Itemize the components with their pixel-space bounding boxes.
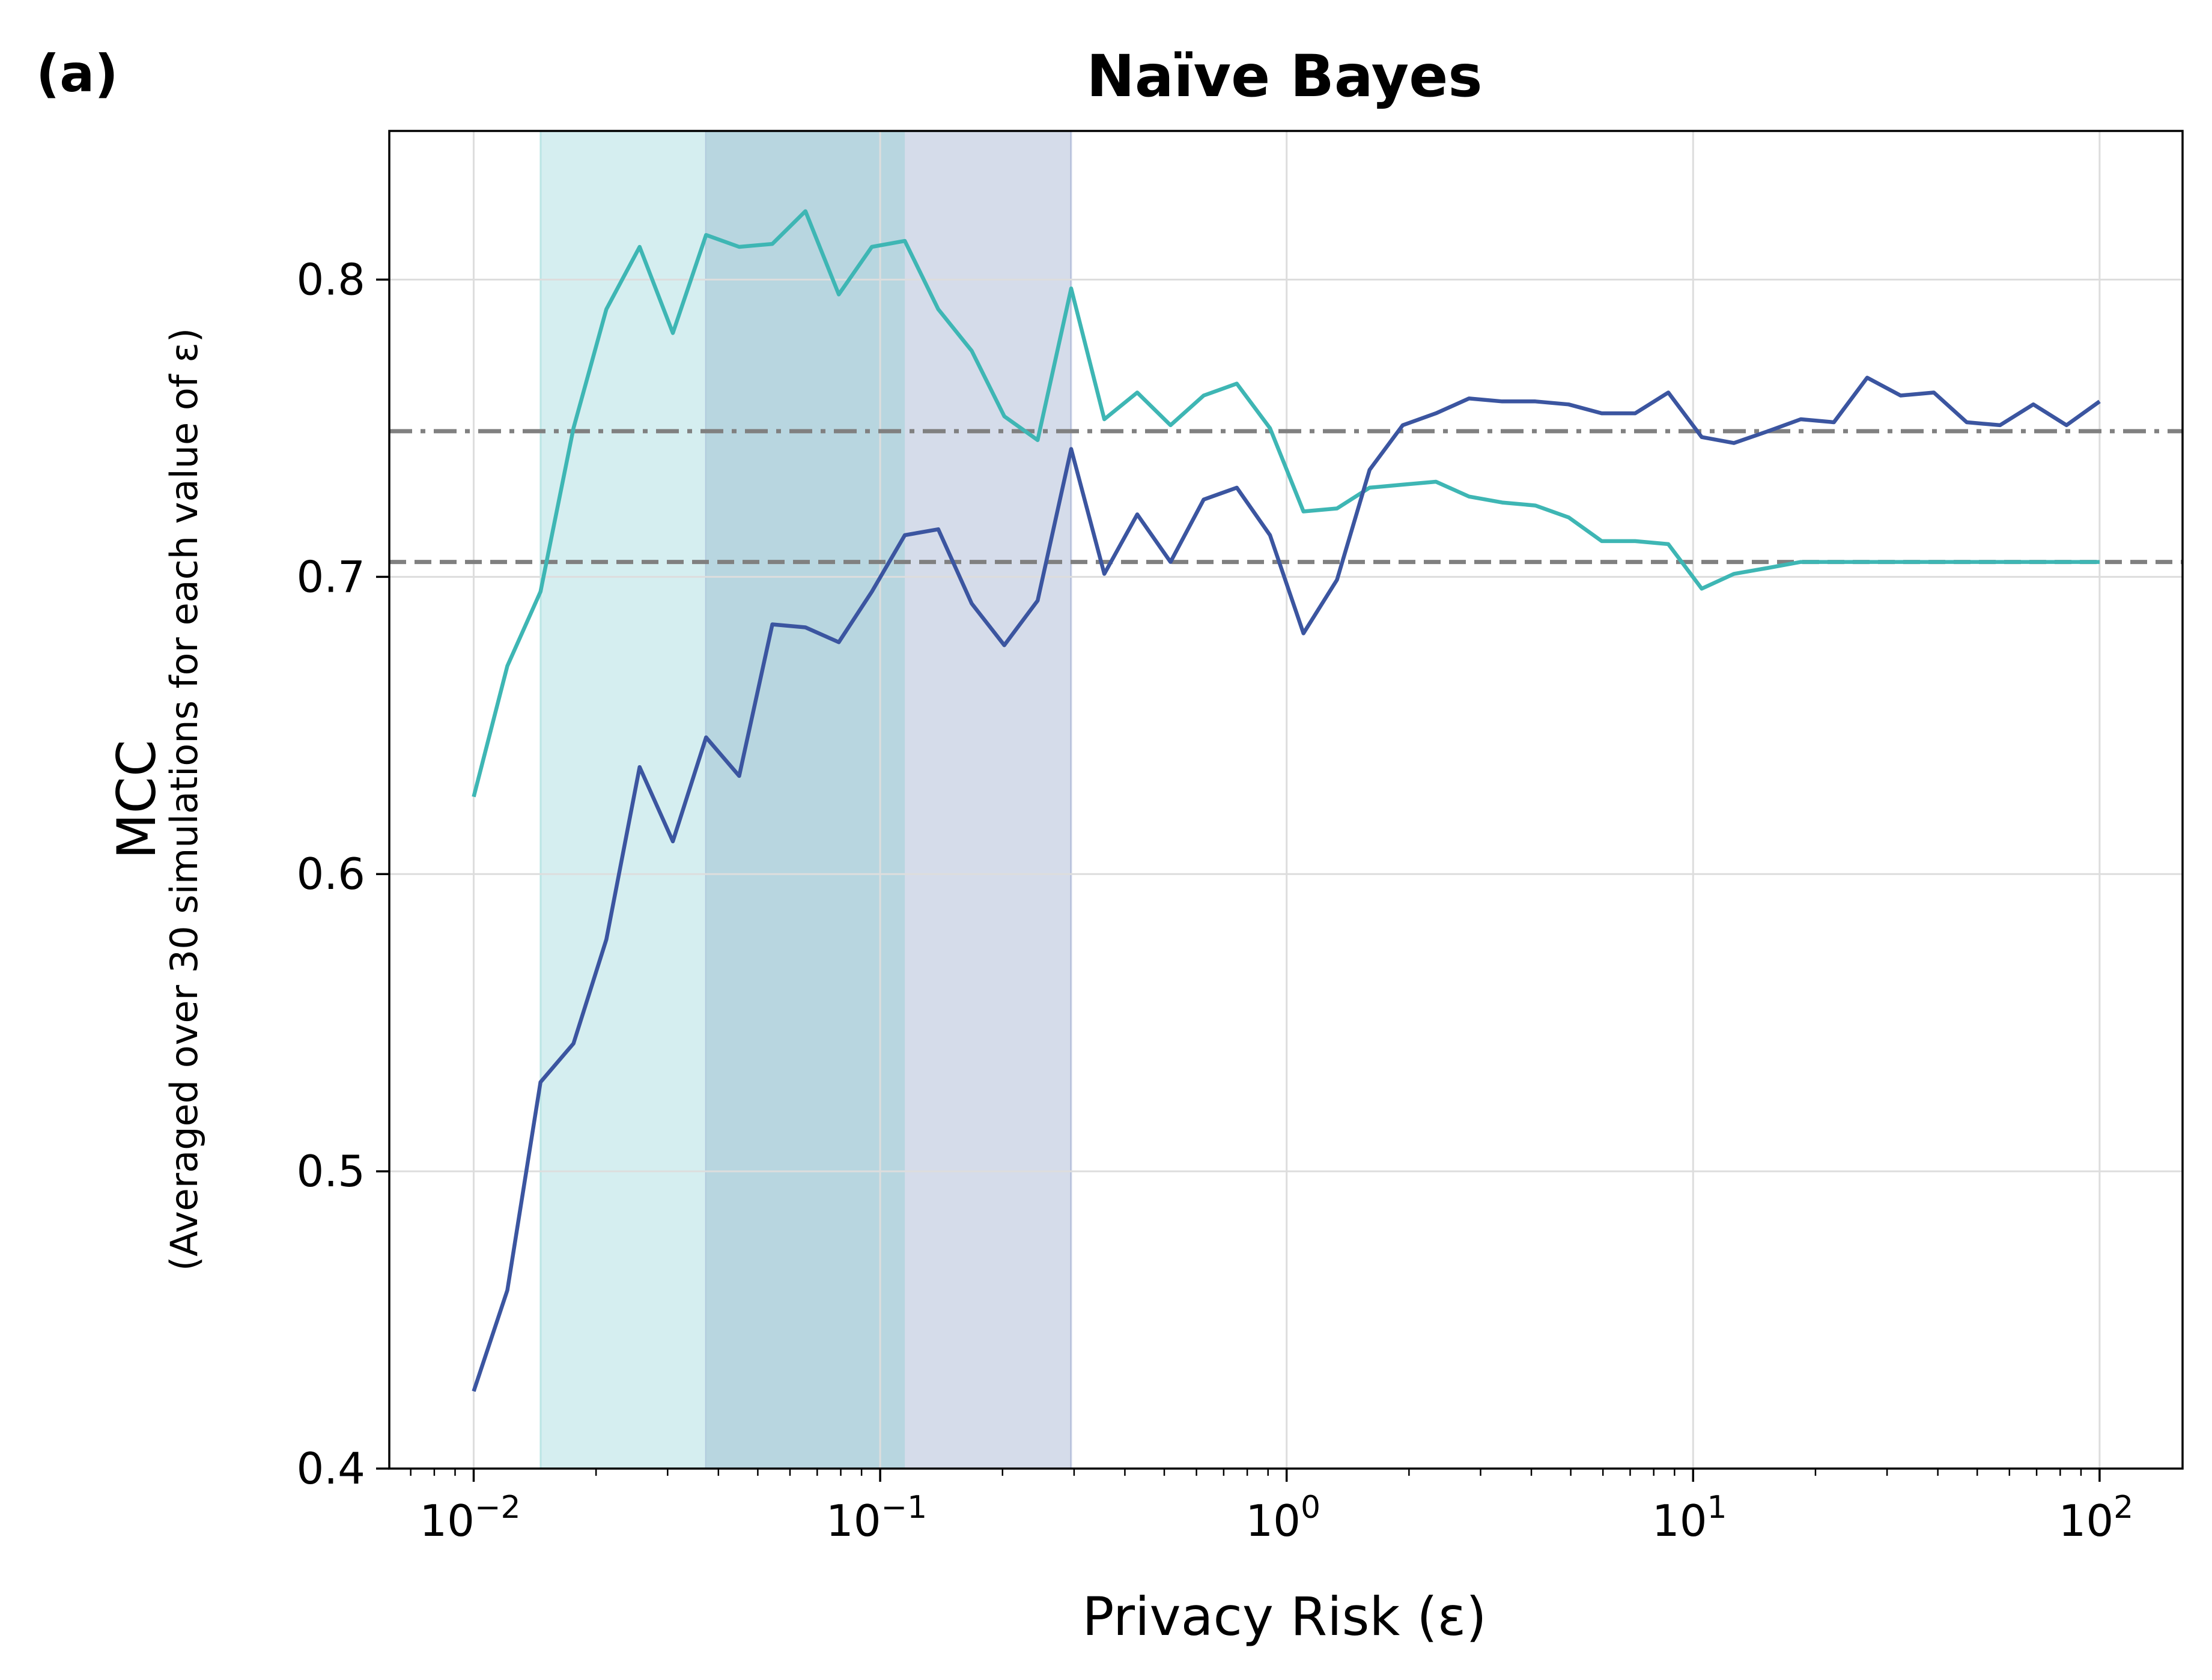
y-tick-label: 0.6 — [296, 849, 365, 899]
y-tick-label: 0.4 — [296, 1443, 365, 1494]
y-tick-label: 0.5 — [296, 1146, 365, 1196]
x-tick-label: 101 — [1652, 1490, 1727, 1546]
shaded-region-overlap — [706, 131, 905, 1469]
y-tick-label: 0.7 — [296, 551, 365, 602]
x-axis-label: Privacy Risk (ε) — [1082, 1586, 1486, 1648]
panel-label: (a) — [36, 44, 118, 104]
y-tick-label: 0.8 — [296, 254, 365, 305]
x-tick-label: 100 — [1245, 1490, 1320, 1546]
y-axis-label: MCC — [106, 740, 168, 860]
y-axis-label-group: MCC (Averaged over 30 simulations for ea… — [106, 328, 206, 1271]
x-tick-label: 10−1 — [826, 1490, 927, 1546]
data-series — [472, 209, 2101, 1392]
x-tick-label: 10−2 — [419, 1490, 520, 1546]
plot-area — [389, 131, 2183, 1470]
chart-title: Naïve Bayes — [1087, 43, 1483, 110]
shaded-regions — [539, 131, 1072, 1469]
y-axis-sublabel: (Averaged over 30 simulations for each v… — [162, 328, 206, 1271]
y-axis-ticks: 0.4 0.5 0.6 0.7 0.8 — [296, 254, 389, 1494]
x-tick-label: 102 — [2059, 1490, 2134, 1546]
series-line-2 — [472, 209, 2100, 798]
series-line-1 — [472, 375, 2101, 1392]
x-axis-ticks: 10−2 10−1 100 101 102 — [410, 1469, 2134, 1546]
